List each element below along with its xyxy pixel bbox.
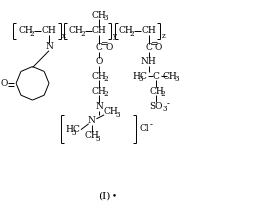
Text: C: C [153,72,160,81]
Text: CH: CH [141,26,156,36]
Text: H: H [132,72,140,81]
Text: O: O [155,43,162,52]
Text: CH: CH [118,26,133,36]
Text: C: C [145,43,152,52]
Text: O: O [105,43,113,52]
Text: CH: CH [163,72,177,81]
Text: H: H [65,125,73,134]
Text: 2: 2 [80,30,85,38]
Text: 2: 2 [160,90,165,98]
Text: CH: CH [92,87,107,96]
Text: N: N [95,102,103,111]
Text: 3: 3 [174,75,178,83]
Text: CH: CH [18,26,33,36]
Text: 2: 2 [103,90,108,98]
Text: 2: 2 [30,30,34,38]
Text: O: O [1,79,8,88]
Text: z: z [161,32,165,40]
Text: =: = [150,40,157,49]
Text: CH: CH [42,26,56,36]
Text: -: - [167,99,170,109]
Text: O: O [96,57,103,66]
Text: 3: 3 [72,129,76,137]
Text: 3: 3 [103,14,108,22]
Text: N: N [88,116,96,125]
Text: (I): (I) [98,191,110,200]
Text: 2: 2 [129,30,134,38]
Text: x: x [62,32,66,40]
Text: C: C [96,43,103,52]
Text: =: = [100,40,108,49]
Text: CH: CH [92,26,107,36]
Text: CH: CH [69,26,83,36]
Text: N: N [45,42,53,51]
Text: CH: CH [149,87,164,96]
Text: 3: 3 [163,105,167,113]
Text: CH: CH [92,72,107,81]
Text: 3: 3 [138,75,143,83]
Text: CH: CH [103,107,118,117]
Text: SO: SO [150,102,163,111]
Text: C: C [73,125,80,134]
Text: NH: NH [141,57,157,66]
Text: C: C [139,72,146,81]
Text: CH: CH [92,11,107,20]
Text: CH: CH [84,131,99,140]
Text: Cl: Cl [140,124,150,133]
Text: y: y [112,32,116,40]
Text: •: • [111,191,116,200]
Text: 3: 3 [96,135,100,142]
Text: 2: 2 [103,75,108,83]
Text: -: - [150,120,153,129]
Text: 3: 3 [115,111,119,119]
